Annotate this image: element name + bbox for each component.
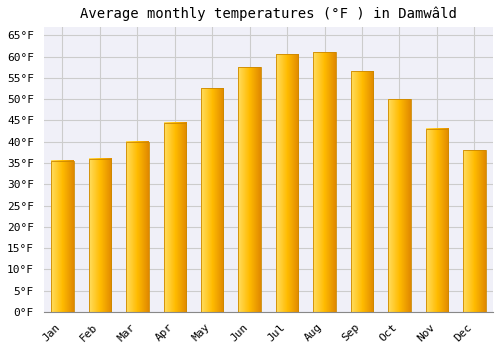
Bar (388, 99, 410, 312)
Title: Average monthly temperatures (°F ) in Damwâld: Average monthly temperatures (°F ) in Da… (80, 7, 457, 21)
Bar (164, 122, 186, 312)
Bar (314, 52, 336, 312)
Bar (426, 129, 448, 312)
Bar (238, 67, 261, 312)
Bar (126, 142, 148, 312)
Bar (201, 89, 224, 312)
Bar (276, 55, 298, 312)
Bar (463, 150, 485, 312)
Bar (350, 71, 373, 312)
Bar (51, 161, 74, 312)
Bar (88, 159, 111, 312)
